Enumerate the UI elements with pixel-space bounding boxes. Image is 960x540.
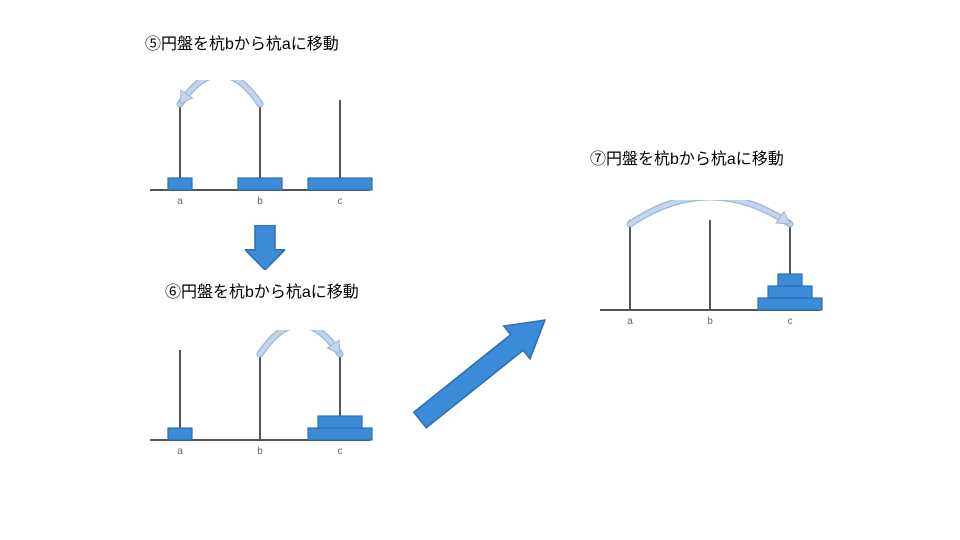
diagram-stage: ⑤円盤を杭bから杭aに移動 ⑥円盤を杭bから杭aに移動 ⑦円盤を杭bから杭aに移… (0, 0, 960, 540)
diagonal-arrow-shape (414, 320, 545, 428)
